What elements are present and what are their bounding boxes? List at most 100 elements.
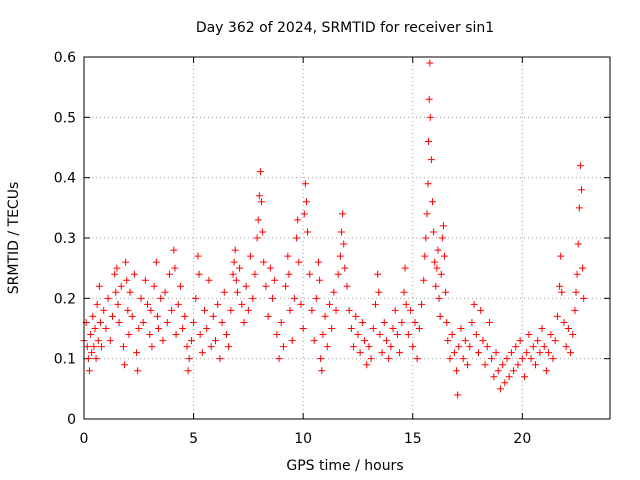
data-point: [485, 318, 493, 326]
data-point: [155, 325, 163, 332]
data-point: [434, 246, 442, 254]
data-point: [229, 270, 237, 278]
data-point: [454, 391, 462, 399]
data-point: [249, 294, 257, 302]
data-point: [514, 361, 522, 369]
data-point: [205, 276, 213, 284]
data-point: [87, 331, 95, 339]
data-point: [153, 312, 161, 320]
data-point: [453, 367, 461, 375]
data-point: [96, 318, 104, 326]
data-point: [501, 379, 509, 387]
data-point: [207, 343, 215, 351]
data-point: [293, 234, 301, 242]
data-point: [573, 270, 581, 278]
data-point: [227, 306, 235, 314]
data-point: [171, 264, 179, 272]
data-point: [352, 312, 360, 320]
data-point: [258, 198, 266, 206]
data-point: [400, 288, 408, 296]
data-point: [325, 300, 333, 308]
data-point: [315, 258, 323, 266]
data-point: [176, 282, 184, 290]
data-point: [119, 343, 127, 351]
data-point: [578, 186, 586, 194]
data-point: [172, 331, 180, 339]
data-point: [455, 343, 463, 351]
data-point: [413, 355, 421, 363]
data-point: [122, 258, 130, 266]
data-point: [347, 325, 355, 332]
data-point: [255, 192, 263, 200]
data-point: [300, 210, 308, 218]
data-point: [369, 325, 377, 332]
data-point: [117, 282, 125, 290]
data-point: [361, 337, 369, 345]
data-point: [466, 343, 474, 351]
data-point: [184, 367, 192, 375]
data-point: [499, 361, 507, 369]
y-tick-label: 0: [67, 412, 76, 428]
data-point: [121, 361, 129, 369]
data-point: [433, 264, 441, 272]
data-point: [301, 180, 309, 188]
y-tick-label: 0.6: [54, 50, 76, 66]
data-point: [254, 216, 262, 224]
x-tick-label: 20: [513, 431, 531, 447]
data-point: [185, 355, 193, 363]
data-point: [389, 325, 397, 332]
data-point: [310, 337, 318, 345]
data-point: [302, 198, 310, 206]
data-point: [183, 343, 191, 351]
data-point: [286, 306, 294, 314]
data-point: [545, 349, 553, 357]
data-point: [356, 349, 364, 357]
data-point: [367, 355, 375, 363]
data-point: [427, 156, 435, 164]
data-point: [203, 325, 211, 332]
data-point: [247, 252, 255, 260]
data-point: [334, 270, 342, 278]
data-point: [439, 222, 447, 230]
data-point: [181, 312, 189, 320]
data-point: [529, 343, 537, 351]
data-point: [220, 288, 228, 296]
data-point: [425, 137, 433, 145]
data-point: [479, 337, 487, 345]
data-point: [231, 246, 239, 254]
data-point: [488, 355, 496, 363]
data-point: [85, 367, 93, 375]
data-point: [402, 300, 410, 308]
data-point: [195, 270, 203, 278]
data-point: [425, 95, 433, 103]
data-point: [113, 264, 121, 272]
data-point: [516, 337, 524, 345]
data-point: [262, 282, 270, 290]
data-point: [216, 355, 224, 363]
data-point: [363, 361, 371, 369]
data-point: [510, 367, 518, 375]
data-point: [128, 312, 136, 320]
data-point: [297, 300, 305, 308]
data-point: [531, 361, 539, 369]
data-point: [477, 306, 485, 314]
data-point: [319, 331, 327, 339]
data-point: [420, 276, 428, 284]
data-point: [358, 318, 366, 326]
data-point: [238, 300, 246, 308]
data-point: [84, 355, 92, 363]
data-point: [159, 337, 167, 345]
data-point: [323, 343, 331, 351]
data-point: [426, 113, 434, 121]
data-point: [378, 349, 386, 357]
data-point: [422, 234, 430, 242]
data-point: [441, 252, 449, 260]
data-point: [343, 282, 351, 290]
data-point: [411, 318, 419, 326]
data-point: [382, 337, 390, 345]
data-point: [294, 216, 302, 224]
data-point: [135, 325, 143, 332]
data-point: [285, 270, 293, 278]
data-point: [431, 258, 439, 266]
data-point: [579, 264, 587, 272]
